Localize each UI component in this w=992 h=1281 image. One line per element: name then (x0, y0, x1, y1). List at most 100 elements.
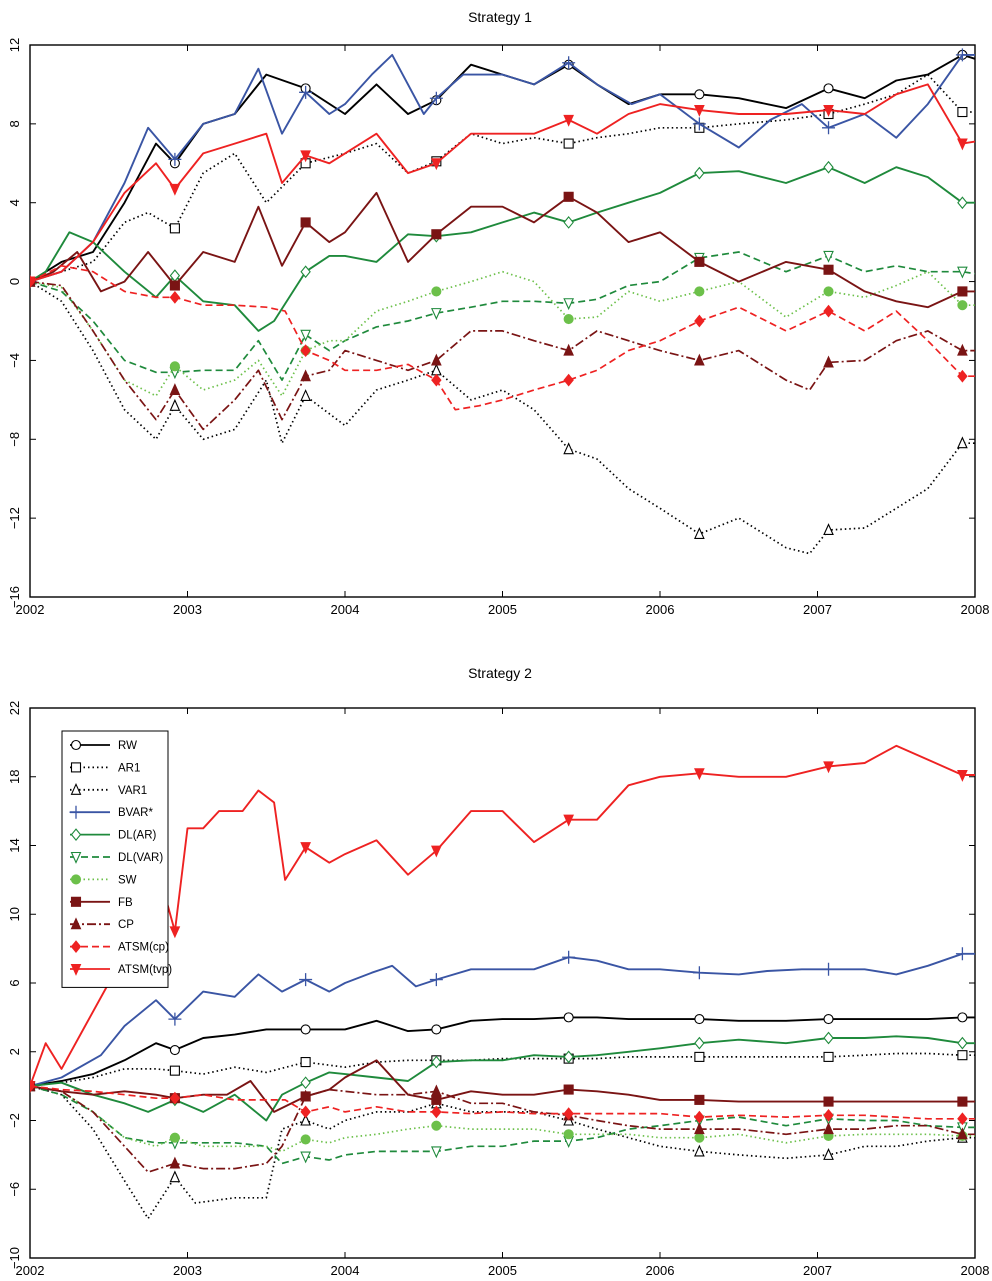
series-point-fb (694, 256, 705, 267)
x-tick-label: 2007 (803, 1263, 832, 1278)
series-line-cp (30, 280, 975, 431)
series-point-cp (563, 343, 575, 356)
legend-marker-dl-ar (70, 828, 82, 841)
chart-title-strategy-1: Strategy 1 (468, 9, 532, 25)
series-point-ar1 (694, 1051, 705, 1062)
series-point-fb (431, 229, 442, 240)
legend-label-rw: RW (118, 740, 137, 752)
chart-panel-strategy-1: 2002 2003 2004 2005 2006 2007 2008 −16 −12 −8 −4 0 4… (7, 38, 989, 617)
series-point-dl-var (430, 308, 442, 320)
series-point-bvar (299, 973, 313, 987)
y-tick-label: 14 (7, 838, 22, 852)
series-point-atsm-cp (169, 290, 181, 304)
series-point-dl-ar (300, 265, 311, 279)
series-point-sw (563, 1129, 574, 1140)
series-line-var1 (30, 280, 975, 555)
series-point-atsm-tvp (300, 842, 311, 855)
y-tick-label: 0 (7, 278, 22, 285)
series-line-atsm-cp (30, 1085, 975, 1120)
series-point-dl-var (563, 298, 575, 311)
series-point-var1 (823, 523, 834, 536)
series-point-atsm-tvp (430, 158, 442, 171)
y-tick-label: −6 (7, 1182, 22, 1197)
series-point-atsm-cp (300, 1105, 311, 1119)
series-line-dl-var (30, 251, 975, 381)
series-point-fb (169, 280, 180, 291)
series-point-cp (694, 353, 705, 366)
series-point-bvar (822, 121, 836, 135)
series-point-ar1 (957, 1050, 968, 1061)
series-point-rw (431, 1024, 442, 1035)
series-point-fb (431, 1094, 442, 1105)
series-line-atsm-tvp (30, 744, 975, 1087)
series-point-atsm-cp (431, 1105, 442, 1119)
y-tick-label: 6 (7, 979, 22, 986)
series-line-bvar (30, 952, 975, 1088)
series-point-bvar (429, 973, 443, 987)
series-point-dl-ar (957, 1036, 968, 1050)
series-point-atsm-tvp (957, 769, 968, 782)
legend-marker-var1 (70, 782, 82, 795)
legend-label-cp: CP (118, 919, 134, 931)
series-line-sw (30, 1085, 975, 1153)
series-point-dl-var (300, 1151, 311, 1164)
series-point-cp (430, 353, 442, 366)
series-lines (30, 48, 975, 555)
series-point-rw (823, 1014, 834, 1025)
series-point-sw (431, 286, 442, 297)
series-point-cp (300, 1089, 311, 1102)
y-tick-label: 12 (7, 38, 22, 52)
series-point-dl-ar (694, 166, 705, 180)
series-point-atsm-cp (300, 344, 311, 357)
y-tick-label: 18 (7, 770, 22, 784)
series-line-sw (30, 270, 975, 397)
series-point-bvar (562, 56, 576, 70)
series-point-sw (563, 313, 574, 325)
series-point-ar1 (563, 138, 574, 149)
series-point-bvar (168, 1012, 182, 1026)
series-point-atsm-cp (431, 373, 442, 387)
legend-label-sw: SW (118, 874, 137, 886)
series-line-atsm-cp (30, 264, 975, 411)
series-point-bvar (429, 91, 443, 105)
series-point-atsm-tvp (823, 105, 834, 117)
series-point-var1 (169, 1170, 181, 1183)
y-tick-label: 10 (7, 907, 22, 921)
legend-label-dl-ar: DL(AR) (118, 830, 157, 842)
series-point-cp (300, 369, 311, 382)
x-tick-label: 2005 (488, 1263, 517, 1278)
y-tick-label: −10 (7, 1247, 22, 1269)
series-point-rw (694, 1014, 705, 1025)
x-tick-label: 2003 (173, 602, 202, 617)
series-point-fb (563, 1084, 574, 1095)
series-point-dl-ar (563, 1050, 574, 1064)
series-point-rw (823, 83, 834, 94)
series-point-atsm-cp (563, 373, 574, 387)
series-point-cp (430, 1084, 442, 1097)
series-point-ar1 (957, 106, 968, 118)
series-point-fb (957, 1096, 968, 1107)
series-point-var1 (300, 389, 311, 401)
series-point-atsm-tvp (30, 1081, 36, 1093)
x-tick-label: 2004 (331, 1263, 360, 1278)
series-point-atsm-tvp (30, 276, 36, 289)
series-point-bvar (955, 48, 969, 62)
x-tick-label: 2002 (16, 602, 45, 617)
series-point-bvar (955, 947, 969, 961)
series-point-ar1 (300, 1057, 311, 1068)
series-point-dl-ar (823, 1031, 834, 1045)
series-point-cp (169, 1156, 181, 1169)
series-point-dl-ar (563, 216, 574, 229)
series-point-atsm-cp (957, 1112, 968, 1126)
chart-title-strategy-2: Strategy 2 (468, 665, 532, 681)
y-tick-label: 2 (7, 1048, 22, 1055)
series-point-sw (823, 286, 834, 297)
series-line-dl-var (30, 1085, 975, 1165)
series-point-fb (823, 1096, 834, 1107)
series-point-fb (957, 286, 968, 297)
series-point-cp (169, 383, 181, 396)
y-tick-label: −16 (7, 586, 22, 608)
legend-marker-rw (70, 739, 82, 751)
series-point-rw (169, 1044, 180, 1056)
legend-marker-cp (70, 917, 82, 930)
